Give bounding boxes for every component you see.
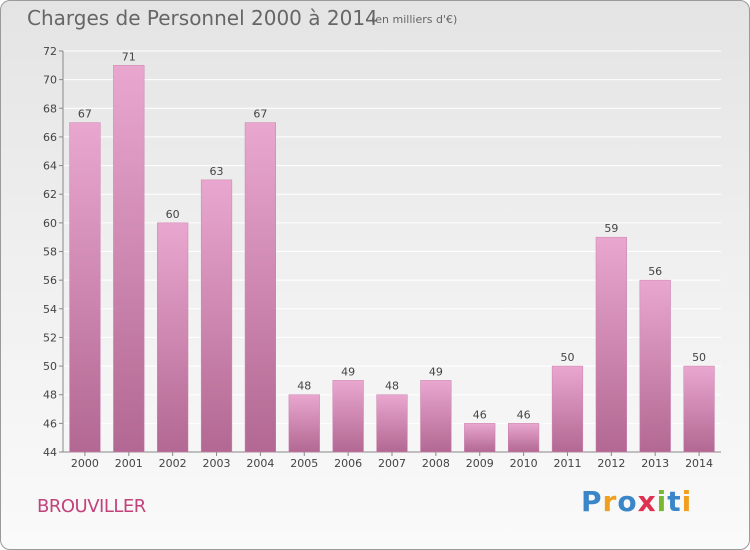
x-tick-label: 2003: [203, 457, 231, 470]
data-label: 71: [122, 50, 136, 63]
x-tick-label: 2014: [685, 457, 713, 470]
x-tick-label: 2012: [597, 457, 625, 470]
x-tick-label: 2001: [115, 457, 143, 470]
x-tick-label: 2005: [290, 457, 318, 470]
bar: [464, 423, 496, 453]
data-label: 48: [385, 380, 399, 393]
logo-letter: r: [602, 485, 618, 518]
bar: [288, 394, 320, 453]
data-label: 67: [253, 108, 267, 121]
logo-letter: x: [637, 485, 657, 518]
data-label: 67: [78, 108, 92, 121]
data-label: 48: [297, 380, 311, 393]
y-tick-label: 72: [43, 45, 57, 58]
bar: [595, 236, 627, 453]
y-tick-label: 50: [43, 360, 57, 373]
data-label: 56: [648, 265, 662, 278]
bar: [507, 423, 540, 453]
bar: [376, 394, 408, 453]
data-label: 59: [604, 222, 618, 235]
bar: [244, 122, 277, 453]
x-tick-label: 2013: [641, 457, 669, 470]
x-tick-label: 2000: [71, 457, 99, 470]
unit-note: (en milliers d'€): [371, 13, 458, 26]
x-tick-label: 2002: [159, 457, 187, 470]
data-label: 46: [517, 408, 531, 421]
data-label: 50: [560, 351, 574, 364]
logo-letter: t: [667, 485, 682, 518]
x-tick-label: 2011: [553, 457, 581, 470]
data-label: 50: [692, 351, 706, 364]
bar: [69, 122, 101, 453]
commune-name: BROUVILLER: [37, 496, 146, 517]
proxiti-logo: Proxiti: [581, 485, 692, 518]
y-tick-label: 46: [43, 417, 57, 430]
y-tick-label: 58: [43, 246, 57, 259]
x-tick-label: 2007: [378, 457, 406, 470]
x-tick-label: 2010: [510, 457, 538, 470]
logo-letter: i: [656, 485, 668, 518]
bar: [551, 365, 584, 453]
data-label: 49: [429, 365, 443, 378]
bar: [200, 179, 233, 453]
y-tick-label: 54: [43, 303, 57, 316]
x-tick-label: 2004: [246, 457, 274, 470]
bar: [332, 380, 364, 453]
bar: [639, 279, 671, 453]
chart-title: Charges de Personnel 2000 à 2014: [27, 6, 378, 30]
bar: [157, 222, 189, 453]
bar: [113, 65, 145, 453]
logo-letter: i: [681, 485, 693, 518]
x-tick-label: 2008: [422, 457, 450, 470]
logo-letter: P: [581, 485, 603, 518]
bar: [683, 365, 715, 453]
data-label: 49: [341, 365, 355, 378]
y-tick-label: 52: [43, 331, 57, 344]
y-tick-label: 66: [43, 131, 57, 144]
data-label: 60: [166, 208, 180, 221]
y-tick-label: 70: [43, 74, 57, 87]
x-tick-label: 2009: [466, 457, 494, 470]
y-tick-label: 68: [43, 102, 57, 115]
y-tick-label: 56: [43, 274, 57, 287]
bar: [420, 380, 452, 453]
y-tick-label: 48: [43, 389, 57, 402]
y-tick-label: 44: [43, 446, 57, 459]
y-tick-label: 60: [43, 217, 57, 230]
y-tick-label: 64: [43, 160, 57, 173]
logo-letter: o: [617, 485, 638, 518]
x-tick-label: 2006: [334, 457, 362, 470]
data-label: 46: [473, 408, 487, 421]
y-tick-label: 62: [43, 188, 57, 201]
data-label: 63: [210, 165, 224, 178]
